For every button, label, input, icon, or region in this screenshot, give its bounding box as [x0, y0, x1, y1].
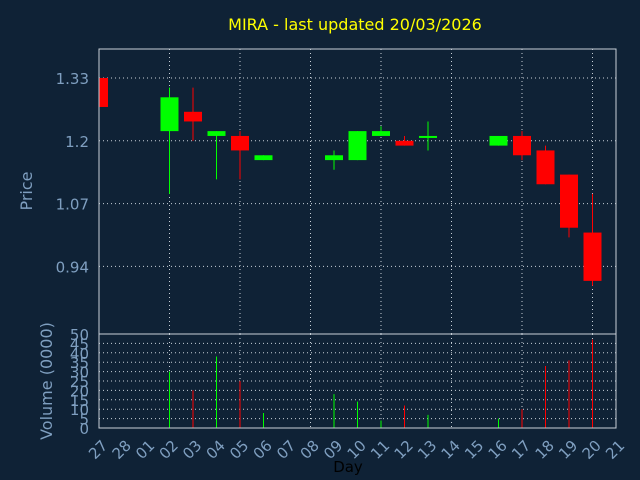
candle-body [419, 135, 437, 138]
candle-body [395, 140, 414, 146]
volume-axis-label: Volume (0000) [37, 322, 56, 440]
marks-layer [98, 77, 602, 428]
volume-tick-label: 35 [70, 354, 89, 372]
price-tick-label: 1.07 [56, 196, 89, 214]
x-tick-label: 17 [508, 437, 534, 463]
x-axis-label: Day [333, 458, 363, 476]
candle-body [489, 135, 508, 146]
volume-tick-label: 45 [70, 335, 89, 353]
x-tick-label: 14 [438, 437, 464, 463]
volume-tick-label: 20 [70, 382, 89, 400]
volume-tick-label: 25 [70, 373, 89, 391]
candle-body [513, 135, 531, 156]
candle-body [325, 155, 343, 161]
price-tick-label: 0.94 [56, 258, 89, 276]
x-tick-label: 07 [273, 437, 299, 463]
volume-tick-label: 15 [70, 392, 89, 410]
x-tick-label: 19 [555, 437, 581, 463]
candle-body [160, 97, 179, 132]
candle-body [184, 111, 202, 122]
volume-tick-label: 0 [79, 420, 89, 438]
x-tick-label: 11 [367, 437, 393, 463]
candle-body [536, 150, 555, 185]
candle-body [583, 232, 602, 281]
x-tick-label: 21 [602, 437, 628, 463]
candle-body [372, 131, 390, 136]
candle-body [207, 131, 226, 136]
volume-tick-label: 30 [70, 364, 89, 382]
x-tick-label: 01 [132, 437, 158, 463]
price-axis-label: Price [17, 171, 36, 210]
x-tick-label: 02 [156, 437, 182, 463]
x-tick-label: 05 [226, 437, 252, 463]
x-tick-label: 18 [532, 437, 558, 463]
volume-panel-frame [98, 333, 617, 429]
candle-body [254, 155, 273, 161]
x-tick-label: 15 [461, 437, 487, 463]
volume-tick-label: 10 [70, 401, 89, 419]
x-tick-label: 27 [85, 437, 111, 463]
price-tick-label: 1.33 [56, 70, 89, 88]
x-tick-label: 03 [179, 437, 205, 463]
volume-tick-label: 5 [79, 411, 89, 429]
x-tick-label: 04 [203, 437, 229, 463]
candle-body [348, 131, 367, 161]
volume-tick-label: 40 [70, 345, 89, 363]
x-tick-label: 16 [485, 437, 511, 463]
candle-body [560, 174, 578, 228]
price-panel-frame [98, 48, 617, 335]
frame-layer [98, 48, 617, 429]
x-tick-label: 08 [297, 437, 323, 463]
chart-title: MIRA - last updated 20/03/2026 [228, 15, 482, 34]
x-tick-label: 06 [250, 437, 276, 463]
x-tick-label: 12 [391, 437, 417, 463]
price-tick-label: 1.2 [65, 133, 89, 151]
candle-body [231, 135, 249, 151]
x-tick-label: 28 [109, 437, 135, 463]
x-tick-label: 13 [414, 437, 440, 463]
volume-tick-label: 50 [70, 326, 89, 344]
candle-body [99, 77, 108, 107]
x-tick-label: 20 [579, 437, 605, 463]
